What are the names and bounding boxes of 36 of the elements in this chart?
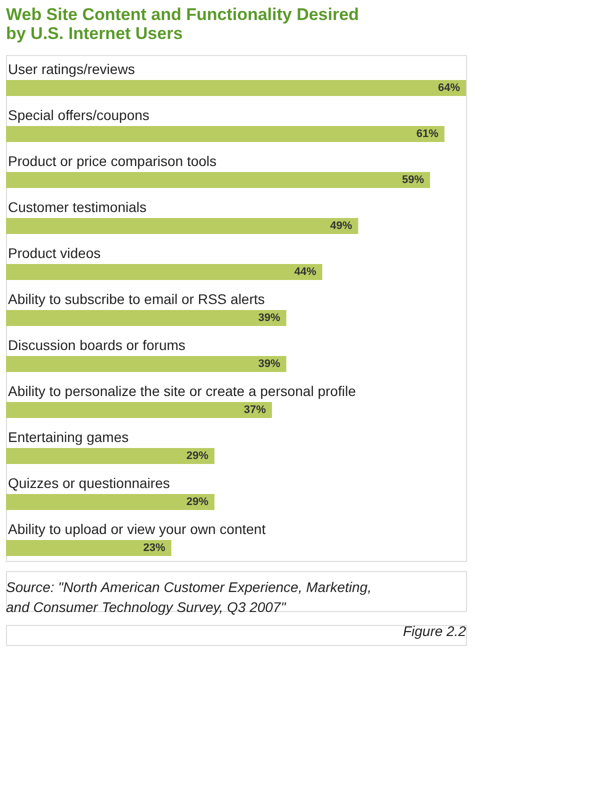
source-note: Source: "North American Customer Experience, Marketing, and Consumer Technology Survey, Q3 2007" [6, 579, 372, 615]
caption: Figure 2.2 [402, 623, 466, 639]
y-tick-label: Product videos [8, 245, 101, 261]
data-label: 39% [258, 358, 281, 370]
data-label: 23% [143, 542, 166, 554]
y-tick-label: Customer testimonials [8, 199, 146, 215]
data-label: 37% [244, 404, 266, 416]
data-label: 61% [416, 128, 439, 140]
y-tick-label: Ability to upload or view your own content [8, 521, 266, 537]
chart-title: Web Site Content and Functionality Desired by U.S. Internet Users [6, 5, 359, 43]
bar [6, 356, 286, 372]
y-tick-label: User ratings/reviews [8, 61, 135, 77]
bar [6, 540, 172, 556]
y-tick-label: Special offers/coupons [8, 107, 150, 123]
bar [6, 126, 444, 142]
bar [6, 494, 214, 510]
data-label: 44% [294, 266, 316, 278]
bar [6, 218, 358, 234]
bar [6, 402, 272, 418]
bar [6, 80, 466, 96]
data-label: 29% [186, 496, 209, 508]
y-tick-label: Discussion boards or forums [8, 337, 186, 353]
y-tick-label: Ability to subscribe to email or RSS alerts [8, 291, 265, 307]
y-tick-label: Entertaining games [8, 429, 129, 445]
bar [6, 448, 214, 464]
data-label: 64% [438, 82, 460, 94]
y-tick-label: Quizzes or questionnaires [8, 475, 170, 491]
y-tick-label: Ability to personalize the site or create a personal profile [8, 383, 356, 399]
bar [6, 172, 430, 188]
bar [6, 264, 322, 280]
bar [6, 310, 286, 326]
y-tick-label: Product or price comparison tools [8, 153, 217, 169]
data-label: 59% [402, 174, 424, 186]
data-label: 39% [258, 312, 281, 324]
data-label: 29% [186, 450, 209, 462]
data-label: 49% [330, 220, 352, 232]
